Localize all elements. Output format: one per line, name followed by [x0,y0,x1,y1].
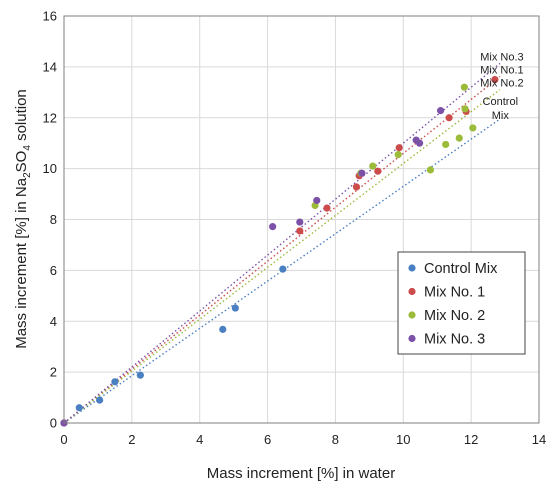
data-point [460,83,468,91]
trendline [63,75,501,424]
data-point [445,114,453,122]
x-tick-label: 4 [196,432,203,447]
trendline-label-line: Mix No.2 [480,78,523,90]
trendline-label-line: Mix [492,110,510,122]
data-point [491,75,499,84]
legend-label: Mix No. 3 [424,332,485,348]
trendline-label: Mix No.3 [480,51,523,63]
trendline-label-line: Control [483,96,518,108]
x-tick-label: 6 [264,432,271,447]
y-tick-label: 0 [50,416,57,431]
trendline-label-line: Mix No.3 [480,51,523,63]
data-point [369,162,377,170]
y-tick-label: 16 [43,9,57,24]
y-tick-label: 6 [50,263,57,278]
legend-marker [408,334,416,343]
data-point [358,169,366,177]
trendline-label: Mix No.2 [480,78,523,90]
trendline [63,89,501,424]
legend-marker [408,264,416,272]
x-tick-label: 2 [128,432,135,447]
data-point [437,107,445,115]
data-point [296,227,304,235]
data-points [60,75,499,427]
legend-label: Mix No. 1 [424,285,485,301]
y-axis-title-part: solution [13,89,30,145]
legend-label: Control Mix [424,261,498,277]
data-point [75,404,83,412]
data-point [461,105,469,113]
y-tick-label: 4 [50,314,57,329]
data-point [395,144,403,152]
x-axis-title: Mass increment [%] in water [207,465,395,482]
plot-frame [63,15,540,424]
trendline-label-line: Mix No.1 [480,65,523,77]
data-point [352,183,361,191]
data-point [374,167,382,175]
legend: Control Mix Mix No. 1 Mix No. 2 Mix No. 3 [397,251,526,355]
y-axis-title-part: Mass increment [%] in Na [13,177,30,349]
data-point [394,151,402,159]
trendline-label: Control Mix [483,96,518,122]
data-point [323,204,331,212]
x-tick-label: 12 [464,432,478,447]
data-point [136,371,144,379]
legend-box [397,251,526,355]
x-tick-label: 14 [532,432,546,447]
data-point [111,378,119,386]
y-axis-title-part: SO [13,151,30,173]
y-tick-label: 2 [50,365,57,380]
y-tick-label: 12 [43,110,57,125]
data-point [231,304,239,312]
legend-label: Mix No. 2 [424,308,485,324]
legend-marker [408,287,416,296]
data-point [269,223,277,231]
data-point [219,325,227,333]
data-point [426,166,435,174]
data-point [279,265,287,273]
y-axis-title-subscript: 4 [22,145,33,151]
x-tick-label: 10 [396,432,410,447]
y-axis-title: Mass increment [%] in Na2SO4 solution [13,89,33,349]
y-tick-label: 14 [43,59,57,74]
data-point [313,196,321,205]
y-tick-label: 8 [50,212,57,227]
data-point [442,140,450,149]
y-tick-label: 10 [43,161,57,176]
trendline-label: Mix No.1 [480,65,523,77]
data-point [96,396,104,404]
data-point [455,134,463,142]
y-axis-title-subscript: 2 [22,172,33,178]
x-tick-label: 0 [60,432,67,447]
x-tick-label: 8 [332,432,339,447]
data-point [296,218,304,226]
x-axis-ticks: 0 2 4 6 8 10 12 14 [60,432,546,447]
data-point [469,124,477,132]
y-axis-ticks: 0 2 4 6 8 10 12 14 16 [43,9,57,431]
legend-marker [408,311,416,319]
data-point [415,139,424,147]
